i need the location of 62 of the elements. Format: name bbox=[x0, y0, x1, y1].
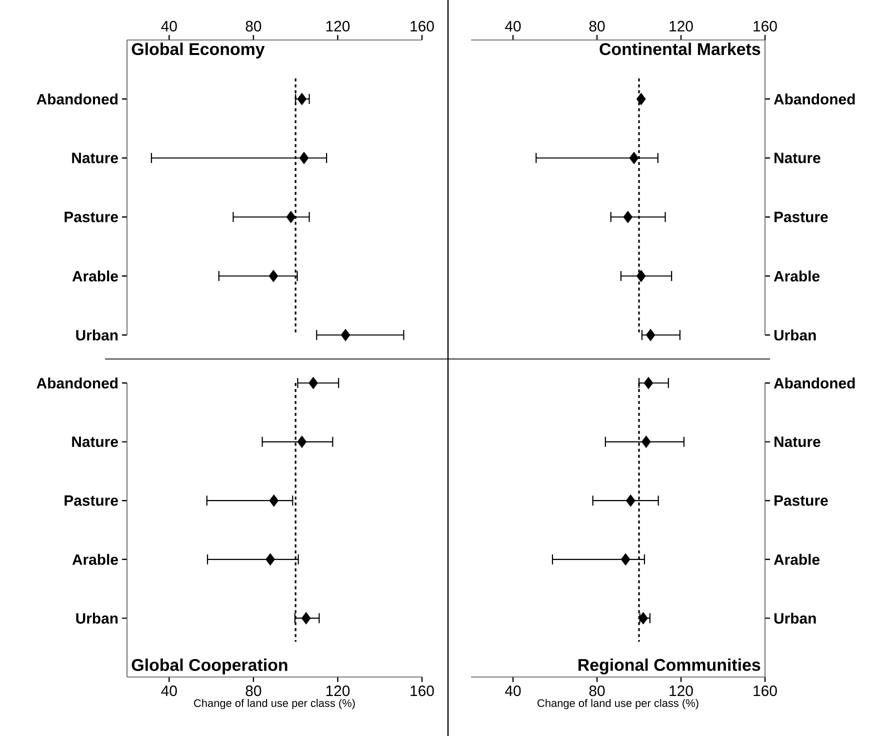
y-tick-label: Nature bbox=[72, 152, 118, 164]
y-tick-label: Urban bbox=[76, 612, 118, 624]
x-tick-label: 80 bbox=[589, 686, 605, 696]
y-tick-label: Pasture bbox=[64, 495, 118, 506]
x-tick-label: 80 bbox=[246, 20, 262, 32]
point bbox=[269, 494, 279, 507]
point bbox=[626, 494, 636, 507]
y-tick-label: Pasture bbox=[64, 212, 118, 222]
y-tick-label: Urban bbox=[774, 612, 816, 624]
x-tick-label: 120 bbox=[670, 686, 693, 696]
y-tick-label: Urban bbox=[774, 330, 816, 340]
point bbox=[623, 210, 633, 224]
x-tick-label: 160 bbox=[754, 20, 777, 32]
point bbox=[297, 92, 307, 106]
y-tick-label: Arable bbox=[72, 554, 118, 565]
x-tick-label: 160 bbox=[410, 686, 434, 696]
x-tick-label: 160 bbox=[754, 686, 777, 696]
point bbox=[299, 152, 309, 164]
point bbox=[340, 328, 350, 342]
y-tick-label: Arable bbox=[72, 270, 118, 282]
x-axis-title: Change of land use per class (%) bbox=[538, 698, 698, 710]
text: Regional Communities bbox=[578, 658, 760, 674]
y-tick-label: Nature bbox=[774, 436, 820, 448]
y-tick-label: Abandoned bbox=[774, 94, 855, 104]
x-tick-label: 120 bbox=[326, 20, 350, 32]
x-tick-label: 40 bbox=[505, 686, 521, 696]
x-tick-label: 40 bbox=[505, 20, 521, 32]
point bbox=[641, 436, 651, 448]
y-tick-label: Nature bbox=[774, 152, 820, 164]
y-tick-label: Pasture bbox=[774, 212, 828, 222]
x-tick-label: 160 bbox=[410, 20, 434, 32]
x-tick-label: 80 bbox=[589, 20, 605, 32]
x-tick-label: 120 bbox=[670, 20, 693, 32]
point bbox=[636, 92, 646, 106]
x-tick-label: 120 bbox=[326, 686, 350, 696]
y-tick-label: Nature bbox=[72, 436, 118, 448]
y-tick-label: Arable bbox=[774, 270, 820, 282]
x-tick-label: 80 bbox=[246, 686, 262, 696]
point bbox=[644, 376, 654, 390]
y-tick-label: Abandoned bbox=[36, 94, 118, 104]
x-tick-label: 40 bbox=[161, 20, 177, 32]
point bbox=[638, 612, 648, 624]
y-tick-label: Pasture bbox=[774, 495, 828, 506]
chart-title: Global Economy bbox=[132, 42, 265, 58]
point bbox=[297, 436, 307, 448]
text: Global Cooperation bbox=[132, 658, 288, 674]
y-tick-label: Abandoned bbox=[36, 378, 118, 388]
point bbox=[268, 270, 278, 282]
chart-title: Continental Markets bbox=[600, 42, 760, 56]
point bbox=[636, 270, 646, 282]
y-tick-label: Arable bbox=[774, 554, 820, 565]
y-tick-label: Abandoned bbox=[774, 378, 855, 388]
point bbox=[286, 210, 296, 224]
y-tick-label: Urban bbox=[76, 330, 118, 340]
x-tick-label: 40 bbox=[161, 686, 177, 696]
point bbox=[308, 376, 318, 390]
point bbox=[629, 152, 639, 164]
point bbox=[266, 553, 275, 566]
x-axis-title: Change of land use per class (%) bbox=[194, 698, 355, 710]
point bbox=[646, 328, 656, 342]
point bbox=[301, 612, 311, 624]
point bbox=[620, 553, 630, 566]
